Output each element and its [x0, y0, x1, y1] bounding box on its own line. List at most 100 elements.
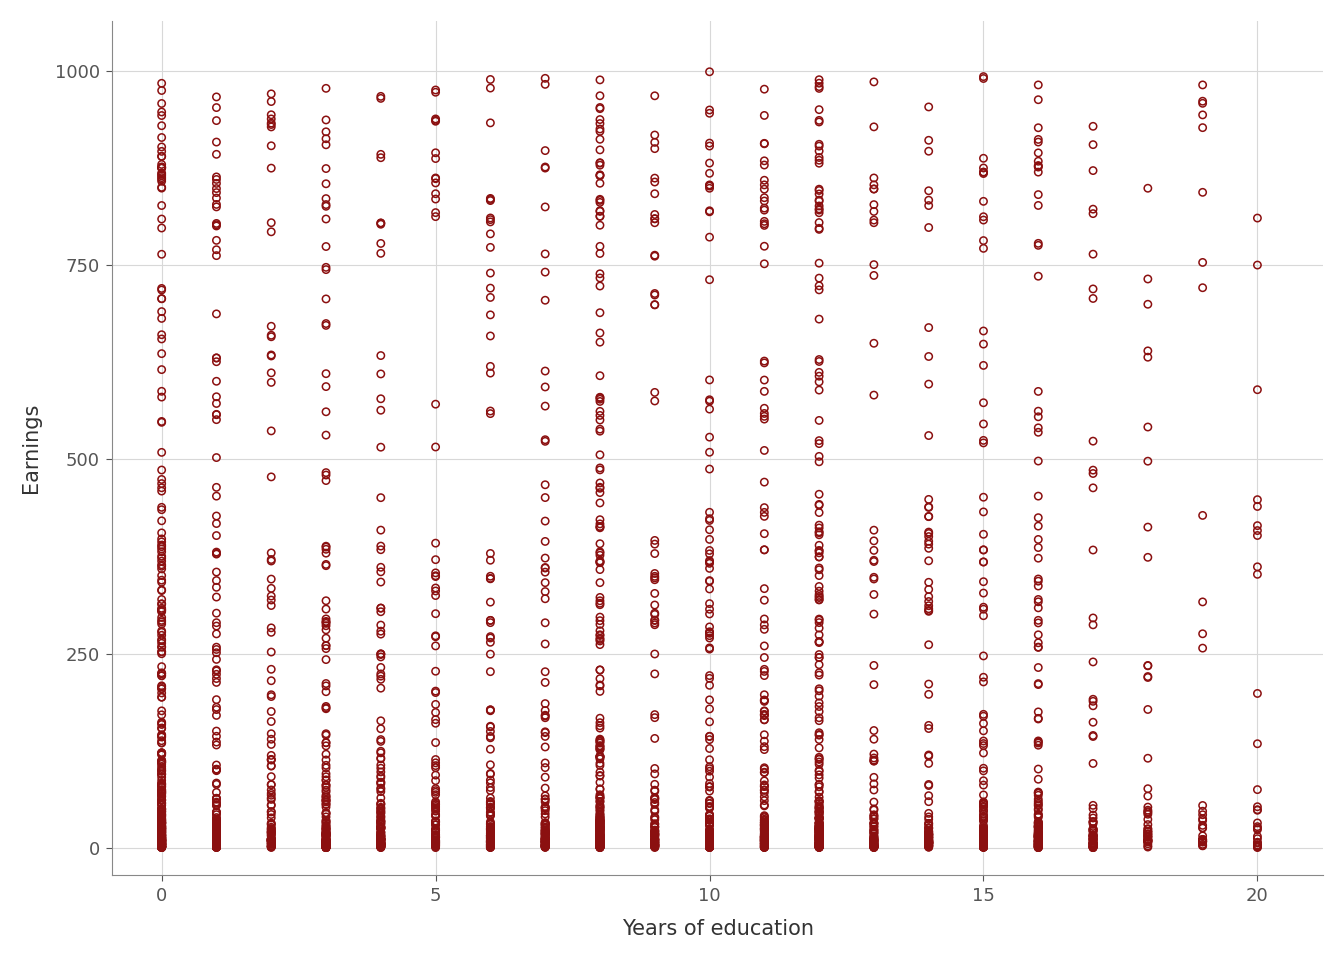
Point [754, 828, 775, 844]
Point [480, 782, 501, 798]
Point [480, 835, 501, 851]
Point [589, 834, 610, 850]
Point [1247, 492, 1269, 507]
Point [425, 580, 446, 595]
Point [425, 606, 446, 621]
Point [370, 833, 391, 849]
Point [973, 808, 995, 824]
Point [151, 108, 172, 123]
Point [1028, 815, 1050, 830]
Point [1192, 836, 1214, 852]
Point [699, 626, 720, 641]
Point [918, 198, 939, 213]
Point [480, 212, 501, 228]
Point [535, 561, 556, 576]
Point [151, 824, 172, 839]
Point [316, 81, 337, 96]
Point [151, 813, 172, 828]
Point [370, 90, 391, 106]
Point [535, 840, 556, 855]
Point [316, 540, 337, 555]
Point [973, 839, 995, 854]
Point [261, 838, 282, 853]
Point [808, 834, 829, 850]
Point [644, 790, 665, 805]
Point [808, 838, 829, 853]
Point [261, 834, 282, 850]
Point [808, 587, 829, 602]
Point [480, 800, 501, 815]
Point [370, 775, 391, 790]
Point [808, 823, 829, 838]
Point [1082, 611, 1103, 626]
Point [151, 821, 172, 836]
Point [261, 108, 282, 123]
Point [699, 825, 720, 840]
Point [206, 834, 227, 850]
Point [589, 816, 610, 831]
Point [261, 687, 282, 703]
Point [808, 527, 829, 542]
Point [1247, 523, 1269, 539]
Point [754, 798, 775, 813]
Point [316, 614, 337, 630]
Point [206, 823, 227, 838]
Point [316, 211, 337, 227]
Point [754, 815, 775, 830]
Point [973, 824, 995, 839]
Point [589, 168, 610, 183]
Point [1028, 269, 1050, 284]
Point [589, 833, 610, 849]
Point [316, 837, 337, 852]
Point [425, 802, 446, 817]
Point [644, 206, 665, 222]
Point [1028, 824, 1050, 839]
Point [808, 615, 829, 631]
Point [370, 801, 391, 816]
Point [973, 804, 995, 819]
Point [808, 186, 829, 202]
Point [370, 820, 391, 835]
Point [589, 628, 610, 643]
Point [261, 598, 282, 613]
Point [589, 837, 610, 852]
Point [151, 832, 172, 848]
Point [1247, 819, 1269, 834]
Point [151, 839, 172, 854]
Point [480, 834, 501, 850]
Point [206, 834, 227, 850]
Point [1137, 817, 1159, 832]
Point [316, 815, 337, 830]
Point [973, 818, 995, 833]
Point [754, 835, 775, 851]
Point [261, 820, 282, 835]
Point [151, 165, 172, 180]
Point [1192, 833, 1214, 849]
Point [425, 828, 446, 844]
Point [151, 839, 172, 854]
Point [151, 826, 172, 841]
Point [151, 839, 172, 854]
Point [699, 837, 720, 852]
Point [863, 840, 884, 855]
Point [1028, 735, 1050, 751]
Point [425, 835, 446, 851]
Point [151, 832, 172, 848]
Point [480, 797, 501, 812]
Point [699, 180, 720, 196]
Point [808, 839, 829, 854]
Point [425, 836, 446, 852]
Point [808, 804, 829, 820]
Point [151, 804, 172, 820]
Point [261, 787, 282, 803]
Point [699, 799, 720, 814]
Point [863, 824, 884, 839]
Point [151, 840, 172, 855]
Point [151, 715, 172, 731]
Point [808, 810, 829, 826]
Point [370, 617, 391, 633]
Point [589, 829, 610, 845]
Point [589, 832, 610, 848]
Point [589, 828, 610, 844]
Point [370, 837, 391, 852]
